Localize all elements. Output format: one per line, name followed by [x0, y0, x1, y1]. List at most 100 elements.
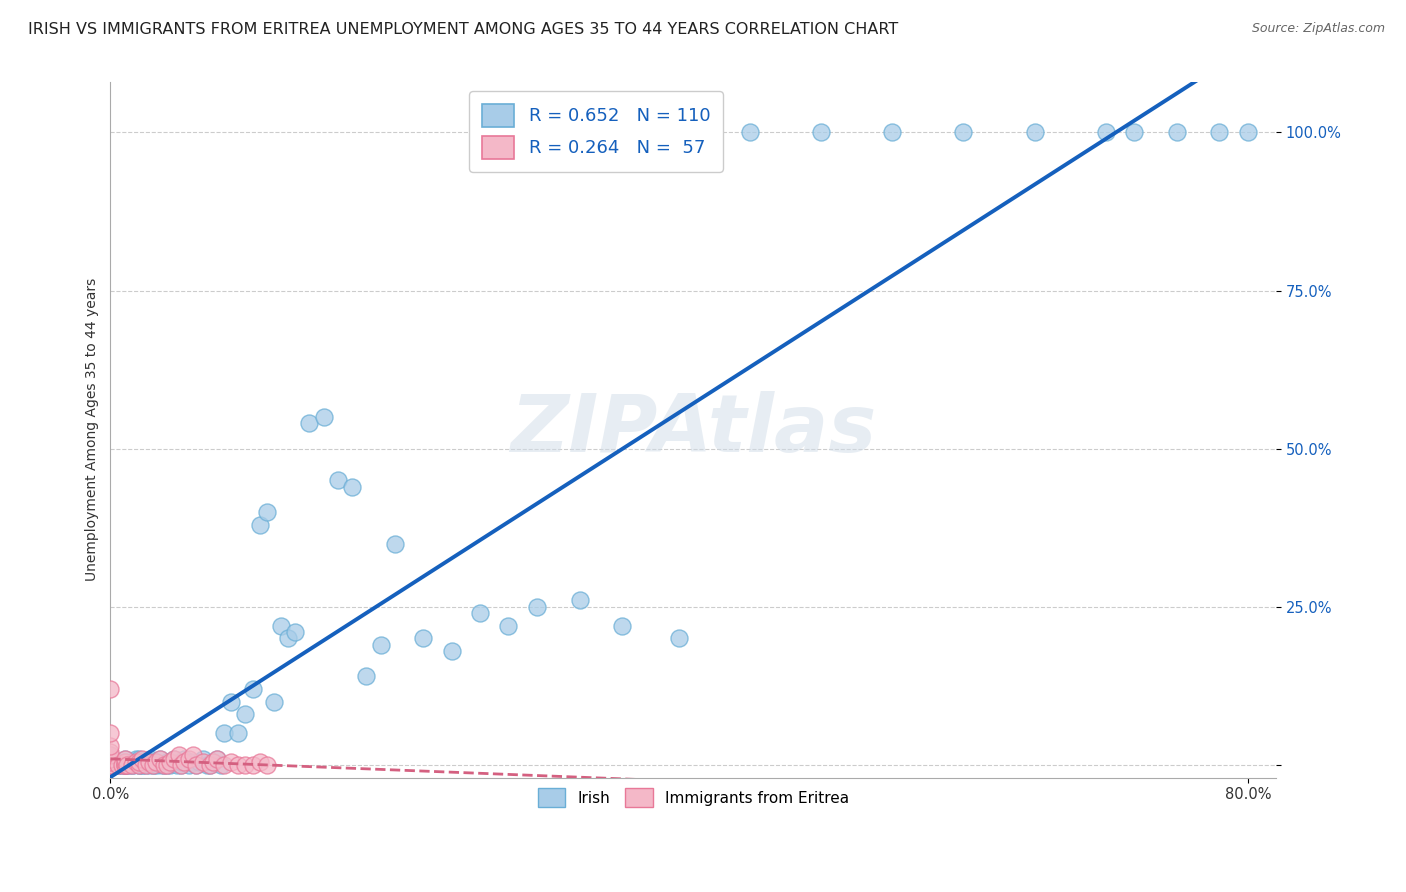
Point [114, 755, 136, 769]
Point [138, 758, 160, 772]
Point [100, 758, 122, 772]
Point [166, 758, 188, 772]
Point [100, 758, 122, 772]
Point [326, 473, 349, 487]
Point [100, 758, 122, 772]
Point [100, 758, 122, 772]
Point [128, 755, 150, 769]
Point [121, 758, 143, 772]
Point [107, 755, 129, 769]
Point [195, 758, 218, 772]
Point [111, 758, 134, 772]
Point [100, 758, 122, 772]
Text: IRISH VS IMMIGRANTS FROM ERITREA UNEMPLOYMENT AMONG AGES 35 TO 44 YEARS CORRELAT: IRISH VS IMMIGRANTS FROM ERITREA UNEMPLO… [28, 22, 898, 37]
Point [668, 632, 690, 646]
Point [114, 758, 136, 772]
Point [100, 758, 122, 772]
Point [370, 638, 392, 652]
Point [110, 758, 132, 772]
Point [177, 751, 200, 765]
Point [114, 758, 136, 772]
Point [135, 758, 157, 772]
Point [124, 755, 146, 769]
Point [100, 739, 122, 753]
Point [882, 126, 904, 140]
Point [100, 748, 122, 763]
Point [100, 758, 122, 772]
Point [135, 755, 157, 769]
Point [228, 726, 250, 740]
Point [242, 758, 264, 772]
Point [100, 758, 122, 772]
Point [1094, 126, 1116, 140]
Point [100, 755, 122, 769]
Point [142, 755, 165, 769]
Point [131, 758, 153, 772]
Point [170, 758, 193, 772]
Point [100, 750, 122, 764]
Point [952, 126, 974, 140]
Point [107, 758, 129, 772]
Point [156, 755, 179, 769]
Point [139, 751, 162, 765]
Point [284, 625, 307, 640]
Point [242, 681, 264, 696]
Point [153, 758, 176, 772]
Point [100, 745, 122, 759]
Point [198, 758, 221, 772]
Point [156, 758, 179, 772]
Point [117, 758, 139, 772]
Point [156, 758, 179, 772]
Point [107, 758, 129, 772]
Point [150, 758, 173, 772]
Point [498, 619, 520, 633]
Point [142, 758, 165, 772]
Point [100, 758, 122, 772]
Point [277, 632, 299, 646]
Point [177, 758, 200, 772]
Point [249, 755, 271, 769]
Point [100, 758, 122, 772]
Point [128, 758, 150, 772]
Point [100, 758, 122, 772]
Point [1024, 126, 1046, 140]
Point [159, 758, 181, 772]
Point [1166, 126, 1188, 140]
Point [100, 758, 122, 772]
Point [111, 758, 134, 772]
Point [526, 599, 548, 614]
Point [145, 755, 167, 769]
Point [100, 758, 122, 772]
Legend: Irish, Immigrants from Eritrea: Irish, Immigrants from Eritrea [530, 780, 856, 815]
Point [114, 751, 136, 765]
Point [170, 755, 193, 769]
Point [131, 751, 153, 765]
Point [100, 758, 122, 772]
Point [114, 758, 136, 772]
Point [205, 751, 228, 765]
Point [205, 751, 228, 765]
Point [235, 707, 257, 722]
Point [298, 417, 321, 431]
Point [100, 758, 122, 772]
Point [100, 755, 122, 769]
Point [270, 619, 292, 633]
Point [568, 593, 591, 607]
Point [118, 758, 141, 772]
Point [180, 755, 202, 769]
Point [100, 758, 122, 772]
Point [235, 758, 257, 772]
Point [100, 748, 122, 763]
Point [121, 758, 143, 772]
Point [191, 755, 214, 769]
Point [100, 758, 122, 772]
Point [740, 126, 762, 140]
Y-axis label: Unemployment Among Ages 35 to 44 years: Unemployment Among Ages 35 to 44 years [86, 278, 100, 582]
Point [219, 755, 242, 769]
Point [100, 753, 122, 767]
Point [153, 758, 176, 772]
Point [163, 751, 186, 765]
Text: Source: ZipAtlas.com: Source: ZipAtlas.com [1251, 22, 1385, 36]
Point [256, 758, 278, 772]
Point [191, 751, 214, 765]
